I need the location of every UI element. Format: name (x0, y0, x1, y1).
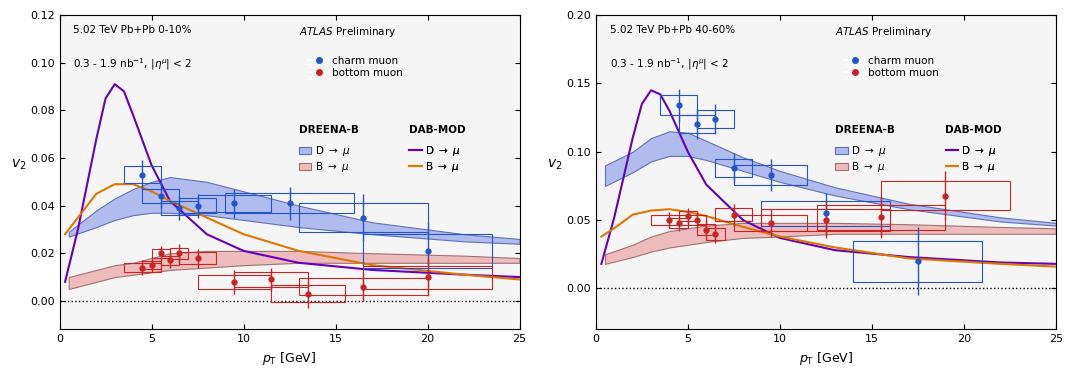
Legend: D $\rightarrow$ $\mu$, B $\rightarrow$ $\mu$: D $\rightarrow$ $\mu$, B $\rightarrow$ $… (942, 140, 1001, 178)
Y-axis label: $v_2$: $v_2$ (548, 158, 563, 172)
Y-axis label: $v_2$: $v_2$ (11, 158, 27, 172)
X-axis label: $p_{\rm T}$ [GeV]: $p_{\rm T}$ [GeV] (262, 350, 317, 367)
Text: 0.3 - 1.9 nb$^{-1}$, |$\eta^\mu$| < 2: 0.3 - 1.9 nb$^{-1}$, |$\eta^\mu$| < 2 (610, 56, 729, 72)
Legend: D $\rightarrow$ $\mu$, B $\rightarrow$ $\mu$: D $\rightarrow$ $\mu$, B $\rightarrow$ $… (405, 140, 465, 178)
Text: DAB-MOD: DAB-MOD (945, 125, 1002, 135)
Text: DAB-MOD: DAB-MOD (409, 125, 466, 135)
Text: 5.02 TeV Pb+Pb 0-10%: 5.02 TeV Pb+Pb 0-10% (73, 25, 192, 34)
Text: 0.3 - 1.9 nb$^{-1}$, |$\eta^\mu$| < 2: 0.3 - 1.9 nb$^{-1}$, |$\eta^\mu$| < 2 (73, 56, 192, 72)
X-axis label: $p_{\rm T}$ [GeV]: $p_{\rm T}$ [GeV] (799, 350, 853, 367)
Text: 5.02 TeV Pb+Pb 40-60%: 5.02 TeV Pb+Pb 40-60% (610, 25, 735, 34)
Text: $\mathit{ATLAS}$ Preliminary: $\mathit{ATLAS}$ Preliminary (299, 25, 396, 39)
Text: $\mathit{ATLAS}$ Preliminary: $\mathit{ATLAS}$ Preliminary (836, 25, 932, 39)
Text: DREENA-B: DREENA-B (836, 125, 895, 135)
Text: DREENA-B: DREENA-B (299, 125, 359, 135)
